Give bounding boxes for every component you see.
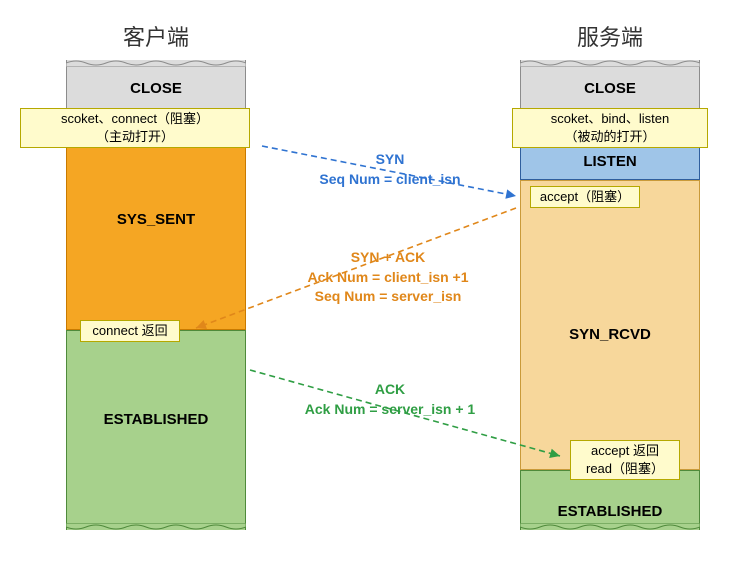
diagram-stage: 客户端服务端CLOSESYS_SENTESTABLISHEDCLOSELISTE… <box>0 0 740 562</box>
note-server-socket: scoket、bind、listen（被动的打开） <box>512 108 708 148</box>
msg-syn: SYNSeq Num = client_isn <box>280 150 500 189</box>
note-accept-return: accept 返回read（阻塞） <box>570 440 680 480</box>
note-connect-return: connect 返回 <box>80 320 180 342</box>
note-accept-block: accept（阻塞） <box>530 186 640 208</box>
note-client-socket: scoket、connect（阻塞）（主动打开） <box>20 108 250 148</box>
msg-synack: SYN + ACKAck Num = client_isn +1Seq Num … <box>268 248 508 307</box>
msg-ack: ACKAck Num = server_isn + 1 <box>280 380 500 419</box>
